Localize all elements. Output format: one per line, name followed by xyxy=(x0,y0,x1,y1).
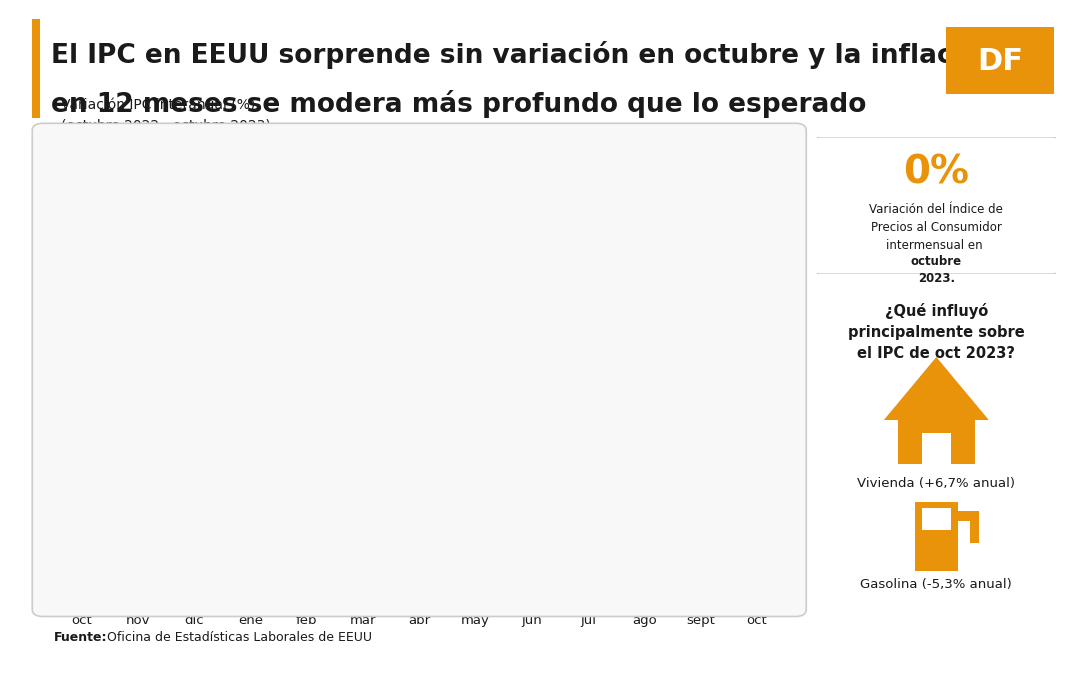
Text: Variación del Índice de
Precios al Consumidor
intermensual en: Variación del Índice de Precios al Consu… xyxy=(870,203,1003,252)
Text: Oficina de Estadísticas Laborales de EEUU: Oficina de Estadísticas Laborales de EEU… xyxy=(103,631,372,643)
FancyBboxPatch shape xyxy=(813,137,1060,274)
Text: 6,5%: 6,5% xyxy=(177,266,211,279)
Text: ¿Qué influyó
principalmente sobre
el IPC de oct 2023?: ¿Qué influyó principalmente sobre el IPC… xyxy=(848,303,1024,362)
FancyBboxPatch shape xyxy=(815,284,1058,606)
Point xyxy=(748,492,765,503)
Text: El IPC en EEUU sorprende sin variación en octubre y la inflación: El IPC en EEUU sorprende sin variación e… xyxy=(51,41,999,69)
Text: 7,7%: 7,7% xyxy=(64,191,99,204)
Polygon shape xyxy=(915,502,958,571)
Point xyxy=(73,212,90,223)
Point xyxy=(467,442,484,453)
Polygon shape xyxy=(922,433,950,464)
Text: DF: DF xyxy=(977,47,1022,76)
Text: 2022: 2022 xyxy=(120,605,156,619)
Text: oct 2023: oct 2023 xyxy=(648,205,701,218)
Text: 3,2%: 3,2% xyxy=(740,471,774,484)
Polygon shape xyxy=(922,508,950,530)
Text: 7,1%: 7,1% xyxy=(121,228,155,241)
Bar xyxy=(32,19,40,118)
Text: 3%: 3% xyxy=(521,519,542,532)
Text: Fuente:: Fuente: xyxy=(54,631,108,643)
Point xyxy=(411,386,428,397)
Point xyxy=(186,287,203,298)
Text: DIARIO FINANCIERO: DIARIO FINANCIERO xyxy=(964,101,1035,105)
Text: 3,2%: 3,2% xyxy=(636,148,713,176)
Text: 3,7%: 3,7% xyxy=(684,440,717,453)
Text: Variación IPC interanual (%)
(octubre 2022 - octubre 2023): Variación IPC interanual (%) (octubre 20… xyxy=(61,99,271,132)
Point xyxy=(692,461,710,472)
Polygon shape xyxy=(884,357,989,420)
Text: 3,7%: 3,7% xyxy=(628,440,661,453)
Point xyxy=(524,504,541,515)
Text: 3,2%: 3,2% xyxy=(571,471,605,484)
Point xyxy=(355,380,372,391)
Text: 4,9%: 4,9% xyxy=(402,365,436,378)
Text: 6,4%: 6,4% xyxy=(233,272,268,285)
Text: Vivienda (+6,7% anual): Vivienda (+6,7% anual) xyxy=(858,477,1015,490)
Polygon shape xyxy=(898,420,975,464)
FancyBboxPatch shape xyxy=(586,144,763,226)
Text: 6%: 6% xyxy=(297,297,317,310)
Point xyxy=(635,461,653,472)
Text: 5,0%: 5,0% xyxy=(346,359,379,372)
Point xyxy=(129,249,146,260)
Text: Gasolina (-5,3% anual): Gasolina (-5,3% anual) xyxy=(860,577,1013,590)
Text: octubre
2023.: octubre 2023. xyxy=(911,255,962,285)
Text: 4%: 4% xyxy=(465,421,486,434)
Bar xyxy=(946,27,1054,95)
Text: 2023: 2023 xyxy=(486,605,521,619)
Point xyxy=(298,318,315,329)
Point xyxy=(579,492,597,503)
Text: en 12 meses se modera más profundo que lo esperado: en 12 meses se modera más profundo que l… xyxy=(51,90,865,119)
Text: 0%: 0% xyxy=(903,153,970,191)
Polygon shape xyxy=(958,512,979,543)
Text: IPC interanual: IPC interanual xyxy=(633,187,716,199)
Point xyxy=(242,293,259,304)
